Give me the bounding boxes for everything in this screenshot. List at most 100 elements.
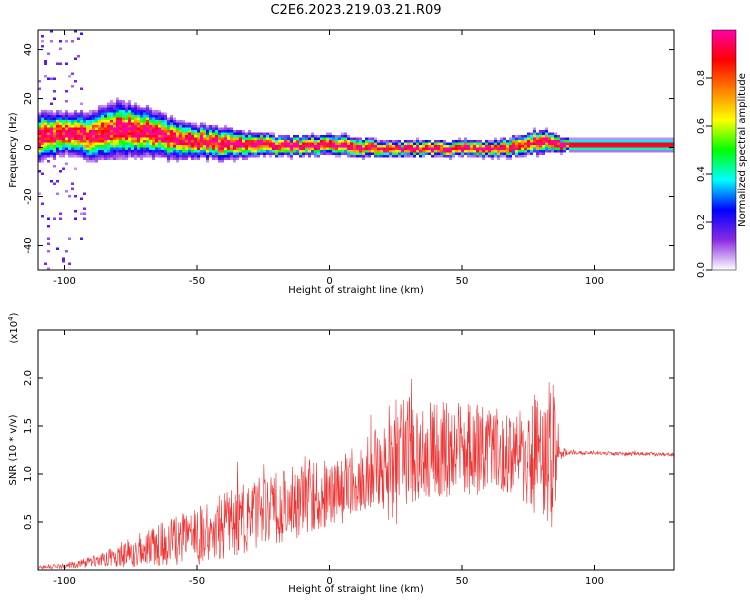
- heatmap-cell: [83, 145, 86, 148]
- heatmap-cell: [641, 150, 644, 153]
- heatmap-cell: [392, 145, 395, 148]
- heatmap-cell: [572, 137, 575, 140]
- heatmap-cell: [215, 155, 218, 158]
- heatmap-cell: [149, 127, 152, 130]
- heatmap-cell: [620, 145, 623, 148]
- heatmap-cell: [521, 147, 524, 150]
- heatmap-cell: [119, 137, 122, 140]
- heatmap-cell: [542, 152, 545, 155]
- heatmap-cell: [80, 122, 83, 125]
- heatmap-cell: [407, 142, 410, 145]
- heatmap-cell: [80, 117, 83, 120]
- heatmap-cell: [362, 152, 365, 155]
- heatmap-cell: [56, 180, 59, 183]
- heatmap-cell: [425, 147, 428, 150]
- x-tick-label: 50: [456, 576, 469, 587]
- heatmap-cell: [128, 122, 131, 125]
- heatmap-cell: [98, 140, 101, 143]
- heatmap-cell: [503, 155, 506, 158]
- heatmap-cell: [128, 117, 131, 120]
- heatmap-cell: [386, 140, 389, 143]
- heatmap-cell: [542, 142, 545, 145]
- heatmap-cell: [356, 150, 359, 153]
- heatmap-cell: [467, 145, 470, 148]
- heatmap-cell: [116, 110, 119, 113]
- heatmap-cell: [518, 140, 521, 143]
- heatmap-cell: [422, 147, 425, 150]
- heatmap-cell: [203, 140, 206, 143]
- heatmap-cell: [92, 142, 95, 145]
- heatmap-cell: [650, 140, 653, 143]
- heatmap-cell: [497, 145, 500, 148]
- heatmap-cell: [635, 150, 638, 153]
- heatmap-cell: [122, 135, 125, 138]
- heatmap-cell: [404, 152, 407, 155]
- heatmap-cell: [56, 122, 59, 125]
- heatmap-cell: [575, 145, 578, 148]
- heatmap-cell: [227, 157, 230, 160]
- heatmap-cell: [332, 135, 335, 138]
- heatmap-cell: [662, 147, 665, 150]
- heatmap-cell: [215, 127, 218, 130]
- heatmap-cell: [656, 140, 659, 143]
- heatmap-cell: [41, 40, 44, 43]
- heatmap-cell: [500, 152, 503, 155]
- heatmap-cell: [47, 112, 50, 115]
- heatmap-cell: [233, 152, 236, 155]
- heatmap-cell: [47, 145, 50, 148]
- heatmap-cell: [260, 132, 263, 135]
- heatmap-cell: [308, 145, 311, 148]
- heatmap-cell: [272, 132, 275, 135]
- heatmap-cell: [518, 155, 521, 158]
- heatmap-cell: [146, 115, 149, 118]
- colorbar-scale: [711, 29, 737, 271]
- heatmap-cell: [236, 150, 239, 153]
- heatmap-cell: [158, 125, 161, 128]
- x-tick-label: -50: [189, 276, 205, 287]
- heatmap-cell: [527, 132, 530, 135]
- heatmap-cell: [125, 140, 128, 143]
- heatmap-cell: [167, 120, 170, 123]
- heatmap-cell: [83, 150, 86, 153]
- heatmap-cell: [65, 40, 68, 43]
- heatmap-cell: [143, 130, 146, 133]
- heatmap-cell: [95, 137, 98, 140]
- heatmap-cell: [212, 150, 215, 153]
- heatmap-cell: [584, 145, 587, 148]
- heatmap-cell: [443, 140, 446, 143]
- heatmap-cell: [359, 155, 362, 158]
- heatmap-cell: [626, 140, 629, 143]
- heatmap-cell: [506, 157, 509, 160]
- heatmap-cell: [569, 137, 572, 140]
- heatmap-cell: [128, 105, 131, 108]
- heatmap-cell: [353, 145, 356, 148]
- heatmap-cell: [89, 152, 92, 155]
- heatmap-cell: [113, 140, 116, 143]
- heatmap-cell: [398, 145, 401, 148]
- heatmap-cell: [206, 130, 209, 133]
- heatmap-cell: [110, 107, 113, 110]
- heatmap-cell: [224, 145, 227, 148]
- heatmap-cell: [104, 150, 107, 153]
- heatmap-cell: [71, 140, 74, 143]
- heatmap-cell: [455, 152, 458, 155]
- heatmap-cell: [194, 130, 197, 133]
- heatmap-cell: [98, 132, 101, 135]
- heatmap-cell: [563, 140, 566, 143]
- heatmap-cell: [617, 147, 620, 150]
- heatmap-cell: [368, 142, 371, 145]
- heatmap-cell: [470, 152, 473, 155]
- heatmap-cell: [209, 140, 212, 143]
- heatmap-cell: [521, 145, 524, 148]
- heatmap-cell: [362, 155, 365, 158]
- heatmap-cell: [308, 137, 311, 140]
- heatmap-cell: [137, 135, 140, 138]
- heatmap-cell: [83, 217, 86, 220]
- heatmap-cell: [44, 132, 47, 135]
- heatmap-cell: [632, 147, 635, 150]
- heatmap-cell: [77, 127, 80, 130]
- heatmap-cell: [50, 125, 53, 128]
- heatmap-cell: [197, 150, 200, 153]
- heatmap-cell: [62, 150, 65, 153]
- heatmap-cell: [494, 155, 497, 158]
